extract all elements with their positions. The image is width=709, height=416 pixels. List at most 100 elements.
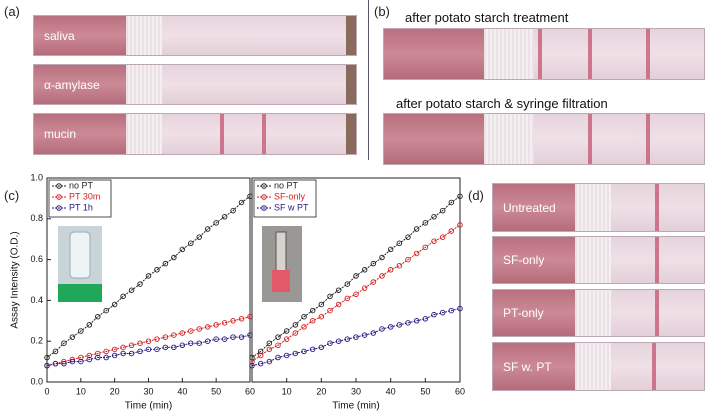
data-point <box>335 287 342 293</box>
test-strip: Untreated <box>492 183 705 232</box>
data-point <box>431 238 437 244</box>
divider <box>368 0 369 160</box>
data-point <box>275 334 281 340</box>
data-point <box>457 193 463 200</box>
data-point <box>196 326 202 332</box>
strip-label: PT-only <box>503 306 544 320</box>
data-point <box>128 350 135 357</box>
data-point <box>213 322 219 328</box>
test-line <box>262 114 266 154</box>
data-point <box>431 214 437 220</box>
data-point <box>230 318 236 324</box>
legend-label: PT 30m <box>69 191 100 201</box>
data-point <box>275 342 281 349</box>
test-strip: SF-only <box>492 236 705 284</box>
strip-end <box>346 16 356 55</box>
legend-label: SF-only <box>274 191 306 201</box>
legend-marker <box>56 205 62 211</box>
data-point <box>422 244 429 251</box>
inset-photo <box>58 226 302 302</box>
conjugate-pad <box>484 114 534 164</box>
data-point <box>405 320 411 326</box>
data-point <box>257 352 264 359</box>
data-point <box>196 234 202 240</box>
test-line <box>646 29 650 79</box>
y-tick-label: 0.8 <box>30 213 43 223</box>
data-point <box>413 250 420 257</box>
data-point <box>353 291 359 298</box>
data-point <box>448 228 455 234</box>
conjugate-pad <box>575 290 611 336</box>
data-point <box>188 240 194 247</box>
sample-pad <box>493 184 575 231</box>
data-point <box>230 334 236 340</box>
data-point <box>396 322 403 328</box>
data-point <box>120 344 126 351</box>
y-tick-label: 0.2 <box>30 336 43 346</box>
data-point <box>344 281 351 287</box>
data-point <box>52 348 59 355</box>
test-line <box>588 114 592 164</box>
conjugate-pad <box>484 29 534 79</box>
x-tick-label: 50 <box>211 386 221 396</box>
data-point <box>179 246 186 253</box>
data-point <box>439 309 446 316</box>
x-tick-label: 0 <box>44 386 49 396</box>
data-point <box>361 267 368 273</box>
data-point <box>266 346 273 353</box>
data-point <box>238 334 245 340</box>
panel-label: (c) <box>4 188 20 203</box>
data-point <box>103 307 109 314</box>
data-point <box>379 326 385 332</box>
data-point <box>52 360 59 367</box>
data-point <box>422 316 429 322</box>
legend-label: PT 1h <box>69 202 93 212</box>
conjugate-pad <box>575 184 611 231</box>
data-point <box>361 285 368 291</box>
data-point <box>221 336 228 342</box>
conjugate-pad <box>126 65 162 104</box>
y-tick-label: 0.6 <box>30 254 43 264</box>
data-point <box>292 350 299 357</box>
data-point <box>120 350 126 357</box>
data-point <box>137 340 143 346</box>
conjugate-pad <box>575 237 611 283</box>
data-point <box>230 207 236 214</box>
test-strip: PT-only <box>492 289 705 337</box>
data-point <box>145 338 152 344</box>
data-point <box>249 362 255 369</box>
data-point <box>309 346 316 353</box>
test-strip: SF w. PT <box>492 342 705 391</box>
legend-marker <box>261 183 267 189</box>
test-line <box>646 114 650 164</box>
conjugate-pad <box>575 343 611 390</box>
x-tick-label: 60 <box>455 386 465 396</box>
legend-label: SF w PT <box>274 202 309 212</box>
legend-label: no PT <box>274 180 299 190</box>
caption: after potato starch & syringe filtration <box>396 96 608 111</box>
y-tick-label: 0.0 <box>30 376 43 386</box>
data-point <box>448 307 455 314</box>
x-axis-label: Time (min) <box>332 401 379 412</box>
y-tick-label: 1.0 <box>30 172 43 182</box>
data-point <box>249 358 255 365</box>
data-point <box>413 226 420 232</box>
conjugate-pad <box>126 114 162 154</box>
data-point <box>309 307 316 314</box>
test-line <box>655 290 659 336</box>
data-point <box>327 293 333 300</box>
data-point <box>405 256 411 263</box>
x-tick-label: 30 <box>143 386 153 396</box>
data-point <box>154 346 160 353</box>
data-point <box>292 330 299 336</box>
data-point <box>422 220 429 226</box>
data-point <box>318 301 325 308</box>
series-line <box>251 308 461 367</box>
x-tick-label: 20 <box>316 386 326 396</box>
data-point <box>69 358 76 365</box>
data-point <box>221 214 228 220</box>
data-point <box>171 254 177 261</box>
sample-pad <box>34 65 126 104</box>
data-point <box>179 342 186 349</box>
